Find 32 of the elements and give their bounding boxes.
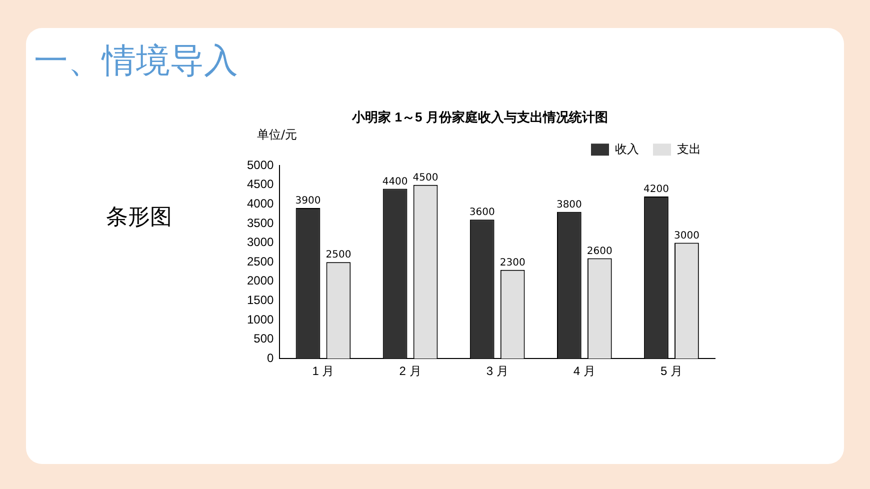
data-label: 2300 (500, 257, 526, 268)
y-tick-label: 3500 (246, 216, 274, 230)
x-tick-label: 5 月 (660, 364, 682, 378)
legend-label: 收入 (615, 142, 639, 156)
y-tick-label: 1500 (246, 293, 274, 308)
data-label: 3600 (469, 207, 495, 218)
y-tick-label: 4000 (246, 196, 274, 211)
y-tick-label: 0 (267, 350, 274, 365)
data-label: 4500 (412, 172, 438, 184)
chart-title: 小明家 1～5 月份家庭收入与支出情况统计图 (351, 109, 608, 124)
text: 条形图 (106, 204, 172, 232)
x-tick-label: 3 月 (486, 364, 508, 378)
data-label: 3900 (295, 196, 321, 207)
y-tick-label: 4500 (246, 177, 274, 192)
x-tick-label: 1 月 (312, 364, 334, 378)
x-tick-label: 4 月 (573, 364, 596, 378)
x-tick-label: 2 月 (399, 364, 422, 378)
y-tick-label: 2500 (246, 254, 274, 268)
text: 一、情境导入 (34, 40, 238, 83)
y-tick-label: 5000 (246, 158, 274, 172)
y-tick-label: 3000 (246, 235, 274, 250)
y-tick-label: 1000 (246, 312, 274, 326)
data-label: 4400 (382, 176, 408, 188)
data-label: 3000 (674, 230, 700, 242)
y-tick-label: 2000 (246, 274, 274, 288)
data-label: 2500 (326, 250, 352, 261)
y-axis-title: 单位/元 (257, 128, 298, 142)
y-tick-label: 500 (254, 332, 274, 346)
data-label: 3800 (556, 200, 582, 211)
data-label: 4200 (644, 184, 669, 196)
legend-label: 支出 (677, 142, 701, 156)
data-label: 2600 (586, 246, 612, 257)
